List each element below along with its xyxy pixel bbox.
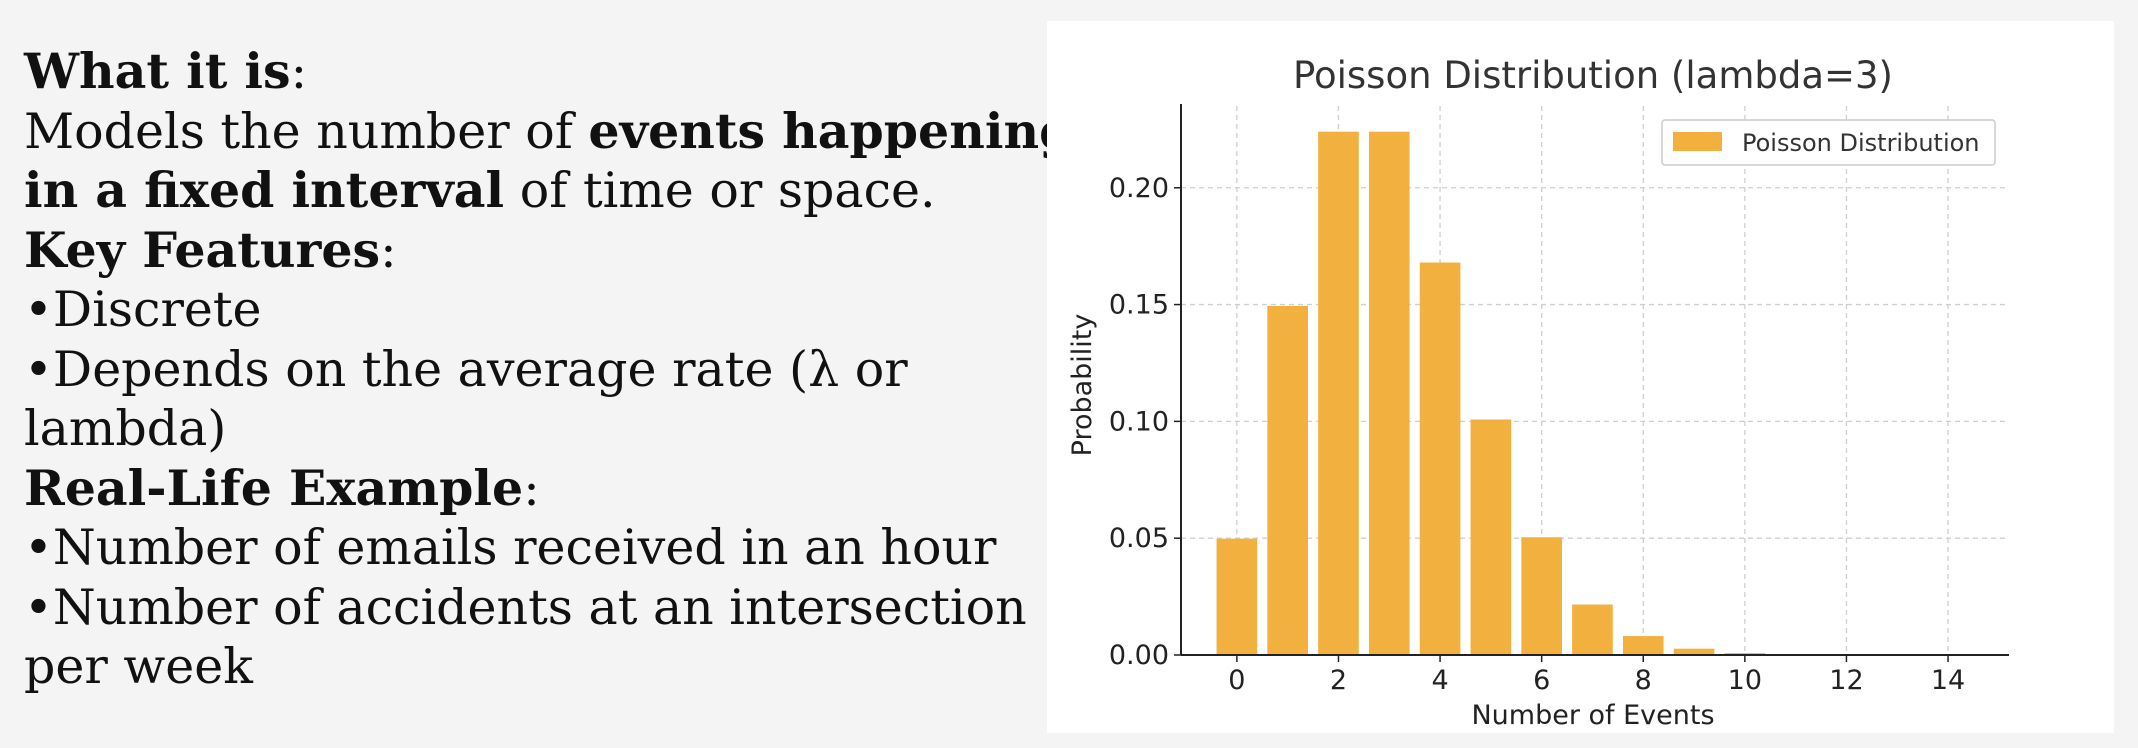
heading-colon: : [380,221,397,279]
bar [1419,262,1461,655]
y-tick-label: 0.05 [1109,523,1169,554]
legend-swatch [1673,132,1722,151]
definition-emphasis: events happening [588,101,1074,160]
example-emails: •Number of emails received in an hour [24,519,997,576]
bar [1572,604,1613,655]
bar [1673,648,1715,655]
feature-rate-line-2: lambda) [24,400,227,457]
feature-rate-line-1: •Depends on the average rate (λ or [24,340,908,398]
x-tick-label: 8 [1635,665,1652,696]
definition-line-1: Models the number of events happening [24,102,1073,162]
axes-layer [1180,104,2009,656]
legend-box [1661,119,1996,166]
x-tick-label: 2 [1330,665,1347,696]
y-axis-label: Probability [1067,314,1098,457]
x-tick-label: 12 [1829,665,1863,696]
bar [1216,538,1258,655]
chart-title: Poisson Distribution (lambda=3) [1293,54,1893,97]
x-tick-label: 0 [1228,665,1245,696]
heading-colon: : [523,459,540,517]
example-accidents-line-1: •Number of accidents at an intersection [24,578,1027,636]
definition-emphasis-2: in a fixed interval [24,161,505,219]
poisson-chart: 0 2 4 6 8 10 12 14 0.00 0.05 0.10 0.15 0.20 Poisson … [1067,54,2020,731]
ticks-layer: 0 2 4 6 8 10 12 14 0.00 0.05 0.10 0.15 0.20 [1109,173,1965,696]
x-tick-label: 4 [1431,665,1448,696]
key-features-heading-line: Key Features: [24,221,1024,281]
bar [1368,131,1410,655]
bar [1521,537,1562,655]
y-tick-label: 0.15 [1109,290,1169,321]
chart-card: 0 2 4 6 8 10 12 14 0.00 0.05 0.10 0.15 0.20 Poisson … [1047,21,2114,733]
text-panel: What it is: Models the number of events … [24,42,1073,697]
x-tick-label: 10 [1728,665,1762,696]
definition-line-2: in a fixed interval of time or space. [24,161,1024,221]
legend: Poisson Distribution [1661,119,1996,166]
definition-text: Models the number of [24,102,589,160]
bar [1267,305,1308,655]
bars-layer [1216,131,2020,655]
y-tick-label: 0.20 [1109,173,1169,204]
bar [1318,131,1359,655]
real-life-example-heading: Real-Life Example [24,458,524,517]
feature-discrete: •Discrete [24,281,262,338]
example-accidents-line-2: per week [24,638,253,695]
what-it-is-heading-line: What it is: [24,42,1024,102]
heading-colon: : [290,43,308,100]
what-it-is-heading: What it is [24,42,291,100]
y-tick-label: 0.10 [1109,406,1169,437]
x-axis-label: Number of Events [1471,700,1714,731]
definition-text-2: of time or space. [504,162,936,219]
bar [1622,636,1664,655]
key-features-heading: Key Features [24,220,381,279]
real-life-example-heading-line: Real-Life Example: [24,459,1024,519]
bar [1470,419,1512,655]
legend-label: Poisson Distribution [1742,129,1980,157]
x-tick-label: 6 [1533,665,1550,696]
y-tick-label: 0.00 [1109,640,1169,671]
x-tick-label: 14 [1931,665,1965,696]
